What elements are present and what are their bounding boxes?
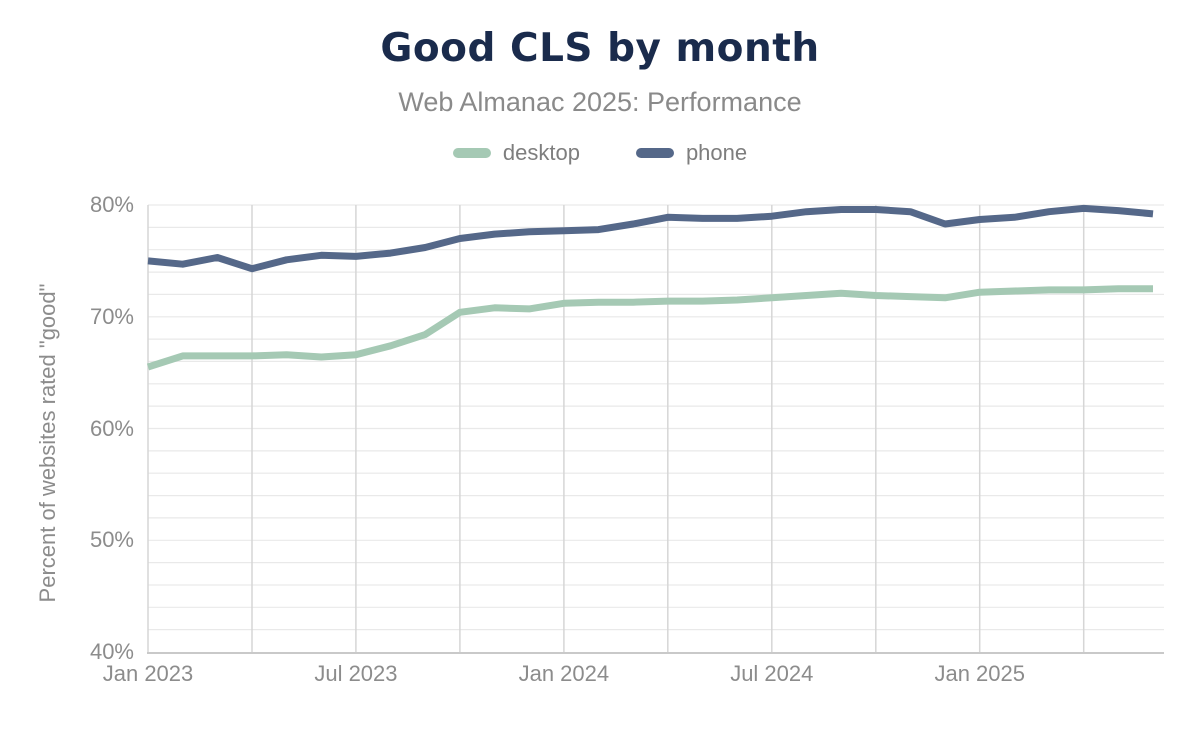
legend-label-desktop: desktop — [502, 140, 580, 165]
legend-item-phone[interactable]: phone — [635, 140, 748, 165]
y-tick-label: 70% — [89, 303, 134, 329]
legend: desktop phone — [0, 142, 1200, 164]
page-title: Good CLS by month — [380, 26, 820, 71]
y-tick-label: 50% — [89, 527, 134, 553]
y-tick-label: 40% — [89, 639, 134, 664]
y-tick-label: 80% — [89, 192, 134, 217]
x-tick-label: Jan 2023 — [102, 661, 194, 686]
desktop-series-swatch-icon — [452, 148, 491, 158]
legend-item-desktop[interactable]: desktop — [452, 140, 580, 165]
y-axis-title: Percent of websites rated "good" — [35, 283, 60, 603]
phone-line[interactable] — [147, 204, 1154, 273]
desktop-line[interactable] — [146, 285, 1153, 371]
chart-subtitle: Web Almanac 2025: Performance — [398, 87, 802, 117]
x-tick-label: Jul 2023 — [314, 661, 398, 686]
x-tick-label: Jan 2024 — [518, 661, 610, 686]
x-tick-label: Jul 2024 — [730, 661, 814, 686]
phone-series-swatch-icon — [635, 148, 674, 158]
y-tick-label: 60% — [89, 415, 134, 441]
legend-label-phone: phone — [685, 140, 748, 165]
x-tick-label: Jan 2025 — [934, 661, 1025, 686]
